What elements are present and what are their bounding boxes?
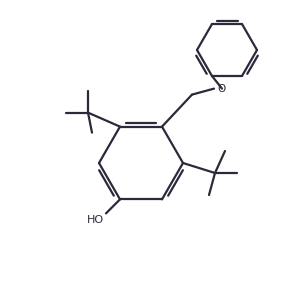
Text: O: O <box>217 83 225 94</box>
Text: HO: HO <box>87 215 104 225</box>
